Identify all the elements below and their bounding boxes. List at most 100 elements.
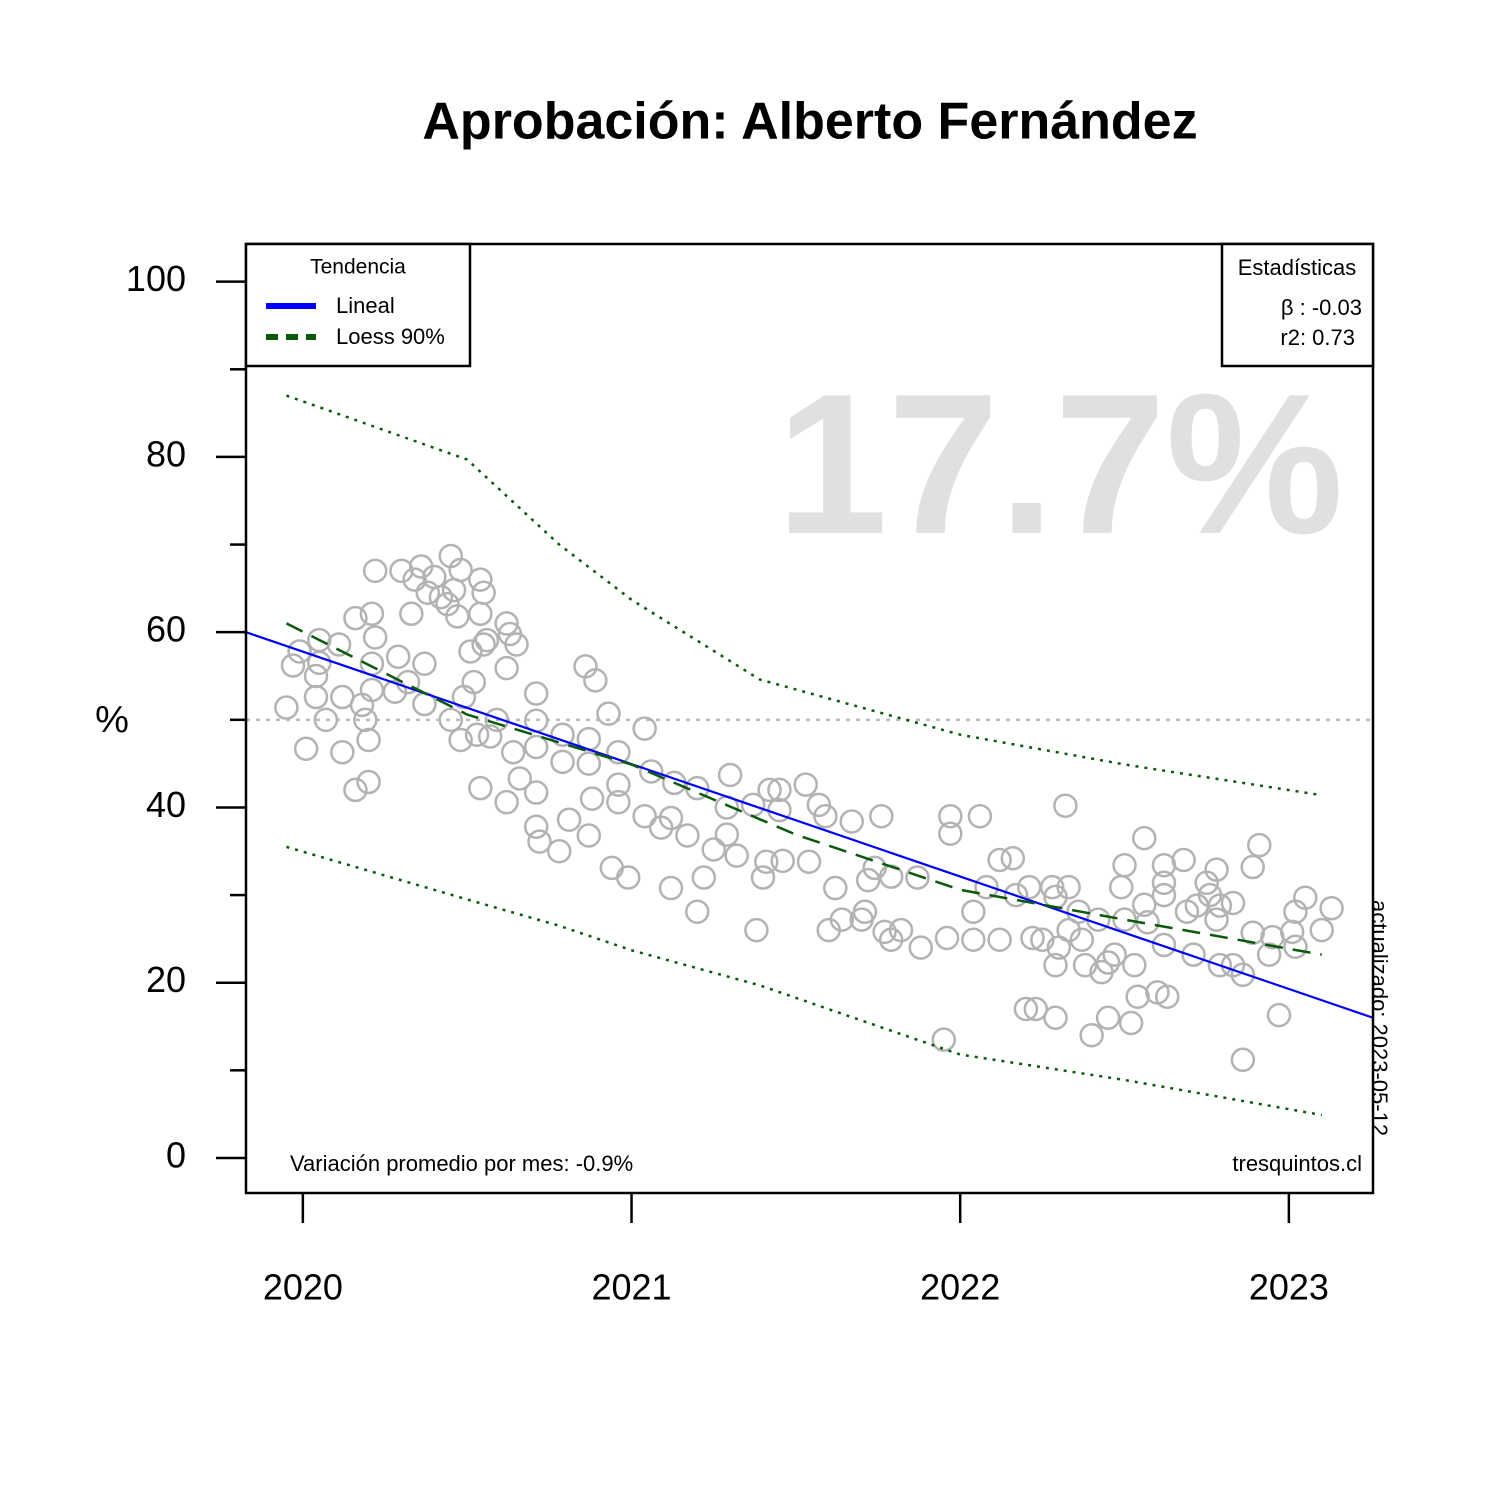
point xyxy=(1131,825,1157,851)
point xyxy=(1240,920,1265,945)
point xyxy=(399,601,424,627)
point xyxy=(362,558,388,584)
point xyxy=(1030,927,1055,953)
point xyxy=(461,669,487,695)
point xyxy=(1003,882,1029,908)
point xyxy=(507,766,533,791)
point xyxy=(658,875,684,901)
point xyxy=(1230,962,1256,988)
point xyxy=(606,739,631,765)
point xyxy=(494,611,519,636)
point xyxy=(675,823,700,848)
point xyxy=(888,917,914,943)
x-tick-label: 2022 xyxy=(920,1267,1000,1308)
point xyxy=(658,805,684,831)
point xyxy=(523,814,549,839)
point xyxy=(615,865,641,890)
point xyxy=(412,651,437,676)
point xyxy=(1309,917,1334,943)
point xyxy=(685,899,710,924)
point xyxy=(583,668,608,693)
point xyxy=(606,789,631,815)
point xyxy=(448,727,473,753)
point xyxy=(287,639,312,664)
point xyxy=(823,875,848,901)
point xyxy=(343,777,368,803)
point xyxy=(1053,793,1078,818)
point xyxy=(1207,893,1233,918)
point xyxy=(471,580,496,606)
point xyxy=(1151,870,1177,896)
point xyxy=(303,684,329,710)
point xyxy=(389,558,414,584)
y-tick-label: 80 xyxy=(146,433,186,474)
point xyxy=(793,772,818,797)
point xyxy=(458,639,483,664)
point xyxy=(579,786,605,811)
point xyxy=(987,927,1012,953)
point xyxy=(546,839,572,864)
point xyxy=(606,772,631,797)
point xyxy=(556,807,582,832)
point xyxy=(356,727,381,753)
point xyxy=(1125,984,1150,1009)
point xyxy=(1266,1002,1292,1028)
point xyxy=(1155,984,1180,1009)
point xyxy=(724,843,749,868)
point xyxy=(356,769,381,795)
point xyxy=(494,789,519,815)
point xyxy=(750,865,776,890)
note: tresquintos.cl xyxy=(1232,1151,1362,1176)
stats-box xyxy=(1220,242,1375,368)
point xyxy=(343,605,368,631)
point xyxy=(500,739,526,765)
stats-line: β : -0.03 xyxy=(1281,295,1362,320)
point xyxy=(961,927,986,953)
point xyxy=(855,867,881,893)
x-tick-label: 2023 xyxy=(1249,1267,1329,1308)
stats-title: Estadísticas xyxy=(1238,255,1357,280)
point xyxy=(471,632,496,657)
point xyxy=(280,653,306,678)
update-note: actualizado: 2023-05-12 xyxy=(1367,900,1392,1136)
point xyxy=(445,604,470,629)
point xyxy=(576,823,602,848)
point xyxy=(484,707,510,733)
point xyxy=(908,935,934,960)
point xyxy=(1240,854,1265,880)
point xyxy=(1095,950,1121,975)
point xyxy=(1069,927,1095,953)
point xyxy=(477,724,503,749)
point xyxy=(1151,882,1177,908)
point xyxy=(523,734,549,760)
point xyxy=(717,762,743,788)
point xyxy=(527,829,552,854)
point xyxy=(494,655,519,681)
point xyxy=(829,907,855,932)
point xyxy=(869,803,894,829)
point xyxy=(1056,874,1081,900)
point xyxy=(931,1027,957,1052)
point xyxy=(293,736,319,761)
point xyxy=(872,919,897,945)
y-tick-label: 60 xyxy=(146,609,186,650)
point xyxy=(1095,1005,1121,1030)
point xyxy=(1072,952,1098,978)
point xyxy=(767,777,792,803)
point xyxy=(1256,942,1282,967)
point xyxy=(438,707,464,733)
point xyxy=(701,837,726,862)
point xyxy=(464,722,490,747)
point xyxy=(523,780,549,805)
trend-line xyxy=(285,622,1322,956)
y-tick-label: 40 xyxy=(146,784,186,825)
point xyxy=(1112,853,1137,878)
point xyxy=(1151,932,1177,958)
point xyxy=(1319,895,1344,921)
point xyxy=(770,848,795,874)
point xyxy=(714,822,740,847)
chart-title: Aprobación: Alberto Fernández xyxy=(422,93,1197,151)
point xyxy=(934,925,960,951)
legend-title: Tendencia xyxy=(310,256,406,279)
point xyxy=(428,584,454,610)
